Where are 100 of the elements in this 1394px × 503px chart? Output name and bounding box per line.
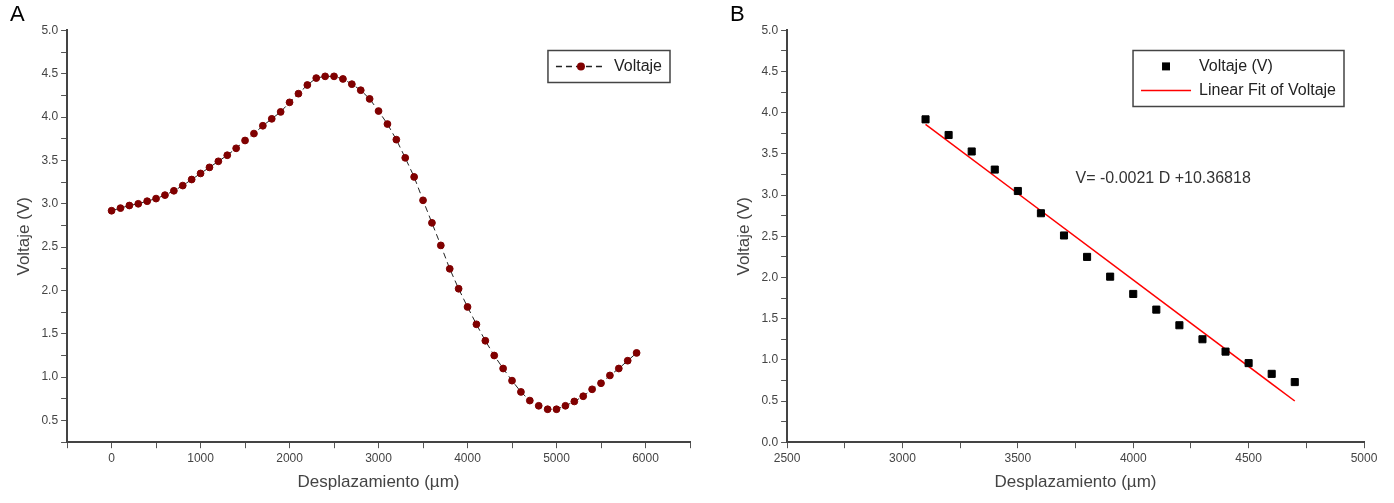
y-axis-title: Voltaje (V): [13, 197, 33, 276]
point: [347, 80, 356, 89]
x-axis-title: Desplazamiento (µm): [297, 472, 460, 492]
x-tick-label: 4500: [1235, 450, 1263, 465]
y-tick-label: 1.5: [41, 326, 59, 341]
point: [356, 86, 365, 95]
point: [419, 196, 427, 205]
point: [1198, 335, 1207, 344]
y-tick-label: 2.0: [761, 269, 779, 284]
point: [445, 264, 454, 273]
point: [392, 135, 401, 144]
point: [614, 364, 623, 373]
y-tick-label: 0.5: [761, 393, 779, 408]
point: [481, 336, 490, 345]
point: [187, 175, 196, 184]
point: [588, 385, 597, 394]
point: [1152, 305, 1161, 314]
point: [410, 173, 419, 181]
x-axis-title: Desplazamiento (µm): [994, 472, 1157, 492]
point: [250, 129, 258, 138]
annotation: V= -0.0021 D +10.36818: [1075, 169, 1251, 187]
y-tick-label: 1.0: [761, 352, 779, 367]
x-tick-label: 3500: [1004, 450, 1032, 465]
point: [205, 163, 214, 172]
y-tick-label: 4.5: [761, 63, 779, 78]
y-tick-label: 3.0: [41, 196, 59, 211]
point: [525, 396, 534, 405]
x-tick-label: 6000: [632, 450, 660, 465]
point: [1267, 369, 1276, 378]
point: [312, 74, 321, 82]
point: [463, 303, 472, 311]
point: [490, 351, 499, 360]
x-tick-label: 4000: [1119, 450, 1147, 465]
point: [169, 186, 178, 195]
y-tick-label: 0.0: [761, 434, 779, 449]
point: [428, 218, 436, 227]
point: [543, 405, 552, 414]
point: [134, 199, 143, 208]
chart-title: A: [10, 1, 25, 27]
y-tick-label: 0.5: [41, 412, 59, 427]
point: [1290, 378, 1299, 387]
y-tick-label: 3.0: [761, 187, 779, 202]
x-tick-label: 1000: [187, 450, 215, 465]
x-tick-label: 3000: [365, 450, 393, 465]
point: [561, 401, 570, 410]
point: [339, 75, 347, 83]
point: [1059, 231, 1069, 240]
point: [383, 120, 392, 128]
point: [1221, 347, 1230, 356]
point: [623, 356, 632, 365]
point: [276, 107, 285, 116]
point: [223, 151, 232, 160]
point: [374, 107, 383, 115]
point: [606, 371, 614, 380]
point: [517, 388, 525, 396]
x-tick-label: 2500: [773, 450, 801, 465]
chart-title: B: [730, 1, 745, 27]
point: [125, 201, 134, 210]
point: [921, 115, 930, 124]
y-tick-label: 2.5: [41, 239, 59, 254]
point: [1129, 289, 1138, 298]
y-tick-label: 2.5: [761, 228, 779, 243]
legend-label: Voltaje (V): [1199, 56, 1273, 74]
point: [214, 157, 223, 166]
point: [499, 364, 508, 373]
point: [303, 81, 312, 89]
y-tick-label: 4.5: [41, 66, 59, 81]
point: [401, 153, 410, 162]
point: [552, 405, 561, 414]
point: [365, 94, 374, 103]
point: [579, 392, 588, 401]
y-tick-label: 1.0: [41, 369, 59, 384]
point: [241, 136, 249, 145]
point: [454, 284, 463, 293]
point: [1013, 186, 1022, 196]
point: [161, 191, 169, 200]
point: [534, 401, 543, 410]
y-tick-label: 1.5: [761, 310, 779, 325]
point: [178, 181, 187, 190]
point: [143, 197, 152, 206]
point: [152, 194, 160, 203]
point: [472, 320, 481, 329]
legend-label: Voltaje: [613, 56, 663, 74]
point: [508, 376, 516, 385]
point: [1036, 209, 1045, 218]
y-tick-label: 5.0: [41, 22, 59, 37]
point: [267, 114, 276, 123]
point: [1106, 272, 1115, 281]
x-tick-label: 3000: [889, 450, 917, 465]
legend-label: Linear Fit of Voltaje: [1199, 80, 1337, 98]
point: [321, 72, 330, 81]
y-tick-label: 4.0: [41, 109, 59, 124]
point: [330, 72, 338, 81]
point: [632, 349, 641, 357]
point: [436, 241, 445, 250]
point: [232, 144, 241, 153]
y-tick-label: 4.0: [761, 105, 779, 120]
y-axis-title: Voltaje (V): [733, 197, 753, 276]
point: [116, 204, 125, 213]
point: [294, 89, 303, 98]
